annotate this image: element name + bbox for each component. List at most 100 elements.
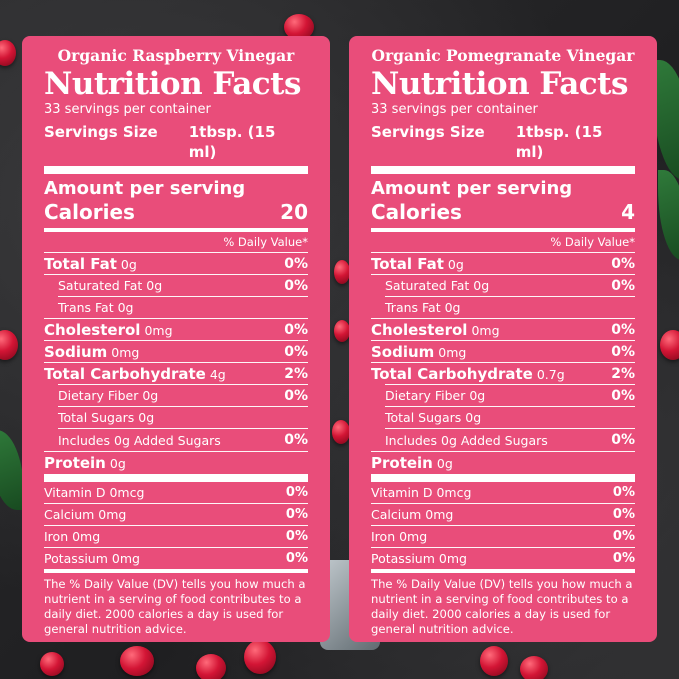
nutrient-label: Calcium 0mg (44, 507, 127, 522)
thin-divider (385, 406, 635, 407)
pomegranate-seed (0, 330, 18, 360)
nutrient-label: Dietary Fiber 0g (58, 388, 159, 403)
nutrient-label: Includes 0g Added Sugars (385, 432, 548, 448)
nutrient-amount: 0mg (144, 322, 173, 338)
nutrient-label: Vitamin D 0mcg (44, 485, 145, 500)
thick-divider (44, 474, 308, 482)
nutrient-label: Calcium 0mg (371, 507, 454, 522)
protein-row: Protein 0g (44, 452, 308, 474)
thin-divider (44, 503, 308, 504)
daily-value-percent: 0% (284, 321, 308, 338)
serving-size-label: Servings Size (44, 123, 158, 141)
serving-size-label: Servings Size (371, 123, 485, 141)
nutrient-amount: 0g (109, 456, 126, 471)
serving-size-value: 1tbsp. (15 ml) (188, 123, 276, 161)
pomegranate-seed (334, 260, 350, 284)
iron-row: Iron 0mg 0% (44, 526, 308, 547)
nutrition-label-raspberry: Organic Raspberry Vinegar Nutrition Fact… (22, 36, 330, 642)
thin-divider (371, 547, 635, 548)
thin-divider (371, 318, 635, 319)
thin-divider (371, 340, 635, 341)
added-sugars-row: Includes 0g Added Sugars 0% (44, 429, 308, 451)
thin-divider (371, 451, 635, 452)
thin-divider (58, 428, 308, 429)
thin-divider (58, 406, 308, 407)
thin-divider (371, 525, 635, 526)
nutrient-name: Sodium (44, 342, 108, 361)
amount-per-serving: Amount per serving (371, 178, 573, 199)
nutrient-label: Total Sugars 0g (58, 410, 155, 425)
saturated-fat-row: Saturated Fat 0g 0% (371, 275, 635, 296)
nutrient-amount: 0mg (111, 344, 140, 360)
added-sugars-row: Includes 0g Added Sugars 0% (371, 429, 635, 451)
thick-divider (371, 474, 635, 482)
thin-divider (44, 525, 308, 526)
potassium-row: Potassium 0mg 0% (371, 548, 635, 569)
calcium-row: Calcium 0mg 0% (44, 504, 308, 525)
thick-divider (44, 166, 308, 174)
nutrient-name: Total Fat (371, 254, 444, 273)
daily-value-percent: 0% (285, 507, 308, 522)
nutrient-amount: 0g (120, 256, 137, 272)
servings-per-container: 33 servings per container (44, 102, 211, 117)
nutrient-name: Cholesterol (371, 320, 468, 339)
nutrient-name: Cholesterol (44, 320, 141, 339)
trans-fat-row: Trans Fat 0g (371, 297, 635, 318)
nutrition-label-pomegranate: Organic Pomegranate Vinegar Nutrition Fa… (349, 36, 657, 642)
sodium-row: Sodium 0mg 0% (44, 341, 308, 362)
nutrient-name: Protein (44, 454, 106, 472)
thin-divider (44, 252, 308, 253)
daily-value-percent: 0% (611, 343, 635, 360)
nutrient-label: Trans Fat 0g (58, 300, 134, 315)
thin-divider (385, 384, 635, 385)
pomegranate-seed (0, 40, 16, 66)
daily-value-percent: 0% (612, 507, 635, 522)
thin-divider (44, 274, 308, 275)
pomegranate-seed (40, 652, 64, 676)
calories-row: Calories 4 (371, 200, 635, 228)
daily-value-percent: 0% (284, 432, 308, 448)
serving-size-row: Servings Size 1tbsp. (15 ml) (371, 122, 635, 166)
nutrition-facts-title: Nutrition Facts (371, 66, 628, 102)
cholesterol-row: Cholesterol 0mg 0% (371, 319, 635, 340)
daily-value-percent: 0% (284, 255, 308, 272)
nutrient-amount: 0.7g (536, 366, 565, 382)
daily-value-percent: 0% (612, 485, 635, 500)
medium-divider (44, 569, 308, 573)
total-sugars-row: Total Sugars 0g (44, 407, 308, 428)
daily-value-percent: 0% (285, 485, 308, 500)
pomegranate-seed (284, 14, 314, 40)
pomegranate-seed (660, 330, 679, 360)
daily-value-percent: 0% (285, 551, 308, 566)
total-carbohydrate-row: Total Carbohydrate 0.7g 2% (371, 363, 635, 384)
total-fat-row: Total Fat 0g 0% (44, 253, 308, 274)
total-fat-row: Total Fat 0g 0% (371, 253, 635, 274)
calories-value: 20 (280, 200, 308, 224)
medium-divider (371, 569, 635, 573)
daily-value-percent: 0% (611, 255, 635, 272)
nutrient-amount: 0mg (438, 344, 467, 360)
nutrient-name: Total Carbohydrate (44, 364, 206, 383)
nutrient-name: Total Fat (44, 254, 117, 273)
saturated-fat-row: Saturated Fat 0g 0% (44, 275, 308, 296)
daily-value-percent: 0% (612, 551, 635, 566)
thin-divider (371, 252, 635, 253)
thin-divider (44, 340, 308, 341)
product-name: Organic Pomegranate Vinegar (371, 46, 635, 65)
serving-size-value: 1tbsp. (15 ml) (515, 123, 603, 161)
calcium-row: Calcium 0mg 0% (371, 504, 635, 525)
vitamin-d-row: Vitamin D 0mcg 0% (44, 482, 308, 503)
calories-value: 4 (621, 200, 635, 224)
daily-value-percent: 0% (611, 432, 635, 448)
dietary-fiber-row: Dietary Fiber 0g 0% (44, 385, 308, 406)
thin-divider (58, 296, 308, 297)
dietary-fiber-row: Dietary Fiber 0g 0% (371, 385, 635, 406)
product-name: Organic Raspberry Vinegar (57, 46, 295, 65)
nutrient-amount: 0g (436, 456, 453, 471)
calories-label: Calories (371, 200, 462, 224)
nutrition-facts-title: Nutrition Facts (44, 66, 301, 102)
calories-label: Calories (44, 200, 135, 224)
total-carbohydrate-row: Total Carbohydrate 4g 2% (44, 363, 308, 384)
nutrient-name: Sodium (371, 342, 435, 361)
daily-value-percent: 0% (611, 277, 635, 294)
